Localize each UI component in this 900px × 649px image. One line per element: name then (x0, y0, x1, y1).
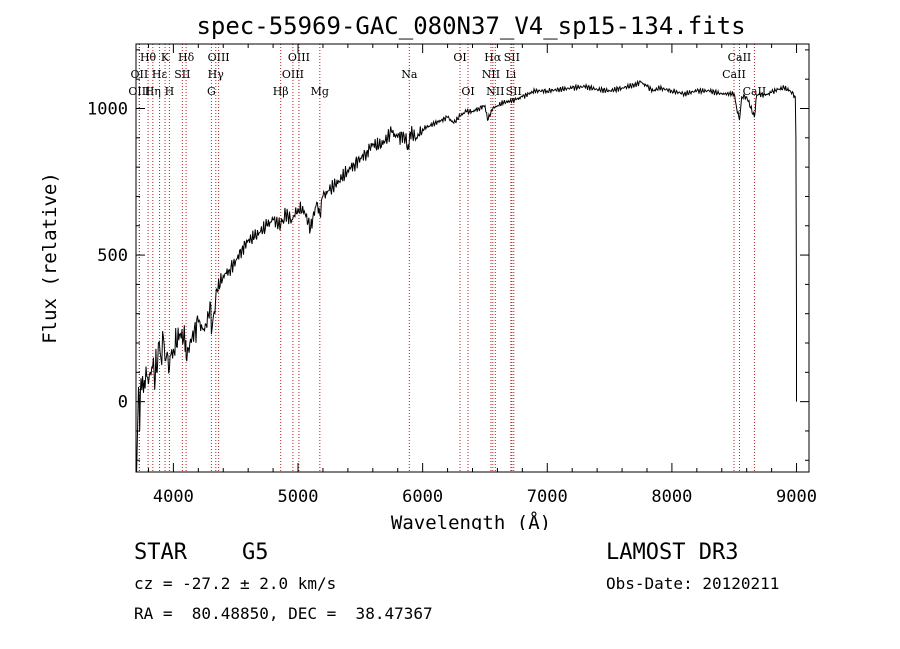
line-marker-label: Hη (145, 85, 161, 98)
x-tick-label: 4000 (153, 487, 194, 507)
x-tick-label: 8000 (651, 487, 692, 507)
line-marker-label: CaII (728, 51, 752, 64)
x-axis-label: Wavelength (Å) (391, 511, 551, 530)
line-marker-label: Hε (152, 68, 168, 81)
y-axis-label: Flux (relative) (39, 172, 61, 344)
series-layer (136, 79, 797, 473)
line-marker-label: Hα (484, 51, 502, 64)
y-tick-label: 1000 (87, 99, 128, 119)
line-marker-label: SII (506, 85, 522, 98)
axes: 4000 5000 6000 7000 8000 9000 0 500 1000 (87, 44, 817, 507)
line-marker-label: Hβ (273, 85, 289, 98)
line-marker-label: NII (482, 68, 500, 81)
survey-name: LAMOST DR3 (606, 540, 739, 565)
redshift-value: cz = -27.2 ± 2.0 km/s (134, 574, 337, 593)
obs-date: Obs-Date: 20120211 (606, 574, 780, 593)
x-tick-label: 5000 (278, 487, 319, 507)
object-subclass: G5 (242, 540, 269, 565)
line-marker-label: OIII (288, 51, 310, 64)
line-marker-label: SII (174, 68, 190, 81)
line-marker-label: Hδ (178, 51, 195, 64)
spectrum-chart: spec-55969-GAC_080N37_V4_sp15-134.fits H… (39, 12, 817, 530)
line-marker-label: Mg (311, 85, 329, 98)
line-marker-label: Hθ (140, 51, 157, 64)
line-marker-label: OIII (128, 85, 150, 98)
line-marker-label: NII (486, 85, 504, 98)
line-marker-label: Hγ (208, 68, 225, 81)
line-marker-label: Na (401, 68, 418, 81)
y-tick-label: 500 (97, 246, 128, 266)
line-marker-label: Li (505, 68, 516, 81)
x-tick-label: 6000 (402, 487, 443, 507)
line-marker-label: OIII (208, 51, 230, 64)
x-tick-label: 7000 (527, 487, 568, 507)
y-tick-label: 0 (118, 393, 128, 413)
line-marker-label: H (165, 85, 175, 98)
line-marker-label: OI (453, 51, 466, 64)
line-marker-label: OI (461, 85, 474, 98)
line-marker-label: G (207, 85, 216, 98)
coordinates: RA = 80.48850, DEC = 38.47367 (134, 604, 433, 623)
line-marker-label: OIII (282, 68, 304, 81)
object-class: STAR (134, 540, 187, 565)
x-tick-label: 9000 (776, 487, 817, 507)
line-marker-label: SII (504, 51, 520, 64)
chart-title: spec-55969-GAC_080N37_V4_sp15-134.fits (196, 12, 745, 40)
series-line-spectrum (136, 79, 797, 473)
line-marker-label: CaII (722, 68, 746, 81)
line-marker-label: K (161, 51, 170, 64)
